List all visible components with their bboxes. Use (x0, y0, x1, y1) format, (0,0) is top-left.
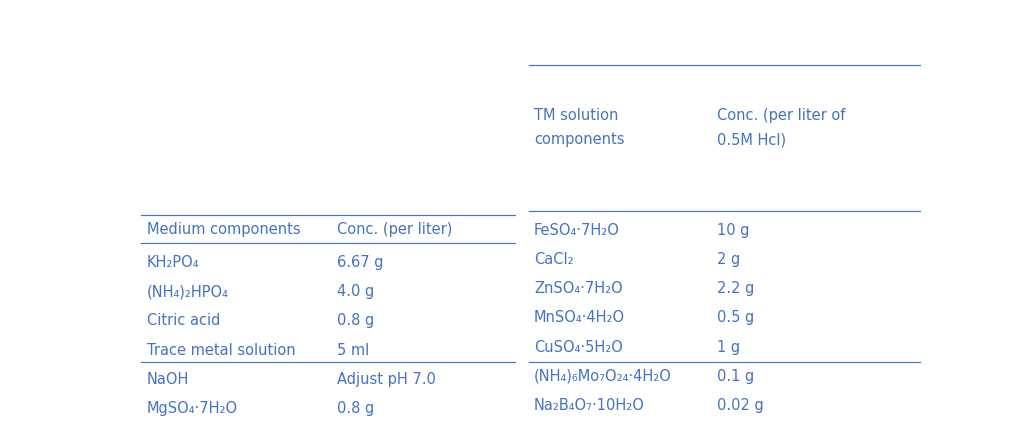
Text: 0.5 g: 0.5 g (717, 310, 754, 325)
Text: FeSO₄·7H₂O: FeSO₄·7H₂O (534, 222, 620, 238)
Text: 1 g: 1 g (717, 340, 740, 354)
Text: KH₂PO₄: KH₂PO₄ (146, 255, 199, 270)
Text: Na₂B₄O₇·10H₂O: Na₂B₄O₇·10H₂O (534, 398, 645, 413)
Text: CuSO₄·5H₂O: CuSO₄·5H₂O (534, 340, 623, 354)
Text: 6.67 g: 6.67 g (337, 255, 383, 270)
Text: (NH₄)₆Mo₇O₂₄·4H₂O: (NH₄)₆Mo₇O₂₄·4H₂O (534, 369, 672, 384)
Text: Medium components: Medium components (146, 222, 300, 237)
Text: 2.2 g: 2.2 g (717, 281, 754, 296)
Text: Trace metal solution: Trace metal solution (146, 343, 295, 358)
Text: NaOH: NaOH (146, 372, 189, 387)
Text: Conc. (per liter of
0.5M Hcl): Conc. (per liter of 0.5M Hcl) (717, 108, 845, 147)
Text: ZnSO₄·7H₂O: ZnSO₄·7H₂O (534, 281, 623, 296)
Text: 5 ml: 5 ml (337, 343, 370, 358)
Text: 0.8 g: 0.8 g (337, 314, 374, 328)
Text: 10 g: 10 g (717, 222, 749, 238)
Text: MnSO₄·4H₂O: MnSO₄·4H₂O (534, 310, 625, 325)
Text: Adjust pH 7.0: Adjust pH 7.0 (337, 372, 436, 387)
Text: (NH₄)₂HPO₄: (NH₄)₂HPO₄ (146, 284, 228, 299)
Text: 0.8 g: 0.8 g (337, 401, 374, 416)
Text: 0.02 g: 0.02 g (717, 398, 764, 413)
Text: CaCl₂: CaCl₂ (534, 252, 574, 267)
Text: 2 g: 2 g (717, 252, 740, 267)
Text: 0.1 g: 0.1 g (717, 369, 754, 384)
Text: 4.0 g: 4.0 g (337, 284, 374, 299)
Text: TM solution
components: TM solution components (534, 108, 625, 147)
Text: MgSO₄·7H₂O: MgSO₄·7H₂O (146, 401, 237, 416)
Text: Conc. (per liter): Conc. (per liter) (337, 222, 453, 237)
Text: Citric acid: Citric acid (146, 314, 220, 328)
